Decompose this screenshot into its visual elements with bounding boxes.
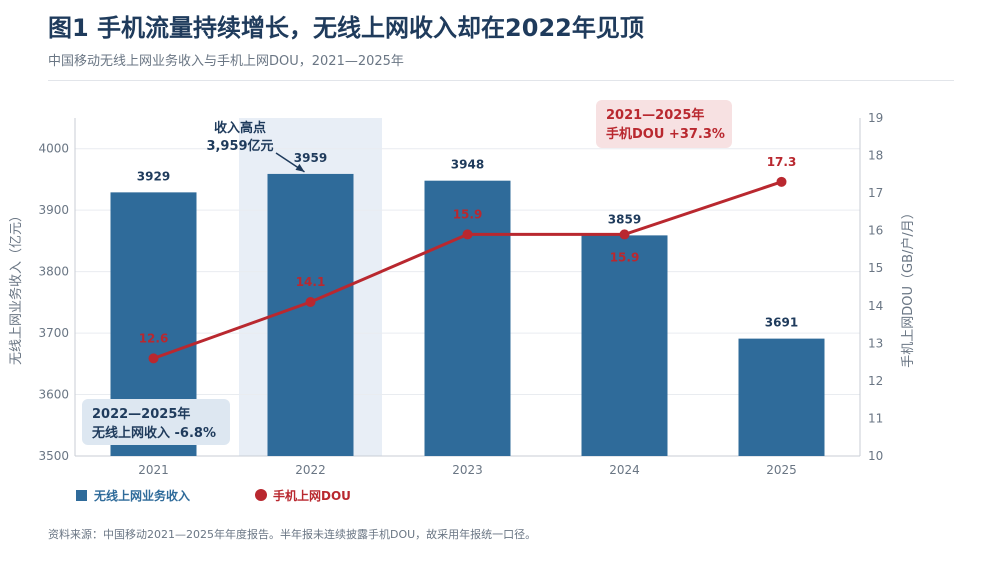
left-tick-label: 3800 (38, 265, 69, 279)
revenue-change-line2: 无线上网收入 -6.8% (91, 425, 216, 441)
legend-revenue-label: 无线上网业务收入 (93, 488, 190, 503)
x-tick-label: 2021 (138, 463, 169, 477)
legend-dou-label: 手机上网DOU (273, 488, 351, 503)
source-note: 资料来源：中国移动2021—2025年年度报告。半年报未连续披露手机DOU，故采… (48, 528, 537, 541)
revenue-bar-2022 (267, 173, 354, 456)
revenue-bar-label: 3859 (608, 212, 641, 226)
dou-point-label: 12.6 (139, 331, 169, 345)
x-tick-label: 2023 (452, 463, 483, 477)
revenue-bar-label: 3929 (137, 169, 170, 183)
revenue-bar-label: 3959 (294, 151, 327, 165)
title-divider (48, 80, 954, 81)
right-tick-label: 17 (868, 186, 883, 200)
dou-point-2023 (462, 229, 473, 240)
revenue-bar-label: 3691 (765, 316, 798, 330)
dou-point-label: 17.3 (767, 155, 797, 169)
x-tick-label: 2024 (609, 463, 640, 477)
left-tick-label: 3600 (38, 388, 69, 402)
right-tick-label: 16 (868, 224, 883, 238)
x-tick-label: 2022 (295, 463, 326, 477)
right-tick-label: 18 (868, 149, 883, 163)
dou-point-label: 14.1 (296, 275, 326, 289)
left-tick-label: 3500 (38, 449, 69, 463)
right-tick-label: 12 (868, 374, 883, 388)
dou-change-line2: 手机DOU +37.3% (606, 126, 725, 142)
legend-revenue-swatch (76, 490, 87, 501)
left-tick-label: 3900 (38, 203, 69, 217)
dou-change-line1: 2021—2025年 (606, 107, 704, 123)
left-axis-title: 无线上网业务收入（亿元） (8, 209, 24, 365)
right-tick-label: 15 (868, 261, 883, 275)
peak-arrow-head (295, 163, 305, 172)
left-tick-label: 3700 (38, 326, 69, 340)
chart-subtitle: 中国移动无线上网业务收入与手机上网DOU，2021—2025年 (48, 54, 404, 69)
dou-change-callout-box (596, 100, 732, 148)
revenue-change-callout-box (82, 399, 230, 445)
peak-annotation-line2: 3,959亿元 (206, 138, 273, 154)
dou-point-2025 (776, 176, 787, 187)
right-tick-label: 14 (868, 299, 883, 313)
chart-title: 图1 手机流量持续增长，无线上网收入却在2022年见顶 (48, 14, 644, 42)
left-tick-label: 4000 (38, 142, 69, 156)
x-tick-label: 2025 (766, 463, 797, 477)
right-tick-label: 13 (868, 336, 883, 350)
revenue-change-line1: 2022—2025年 (92, 406, 190, 422)
right-tick-label: 19 (868, 111, 883, 125)
peak-annotation-line1: 收入高点 (214, 120, 266, 136)
revenue-bar-label: 3948 (451, 158, 484, 172)
dou-point-2024 (619, 229, 630, 240)
right-axis-title: 手机上网DOU（GB/户/月） (900, 206, 916, 368)
dou-point-2022 (305, 297, 316, 308)
revenue-bar-2024 (581, 235, 668, 456)
revenue-bar-2023 (424, 180, 511, 456)
dou-point-2021 (148, 353, 159, 364)
legend-dou-swatch (255, 489, 267, 501)
right-tick-label: 10 (868, 449, 883, 463)
dou-point-label: 15.9 (453, 207, 483, 221)
revenue-bar-2025 (738, 338, 825, 456)
dou-point-label: 15.9 (610, 250, 640, 264)
right-tick-label: 11 (868, 411, 883, 425)
